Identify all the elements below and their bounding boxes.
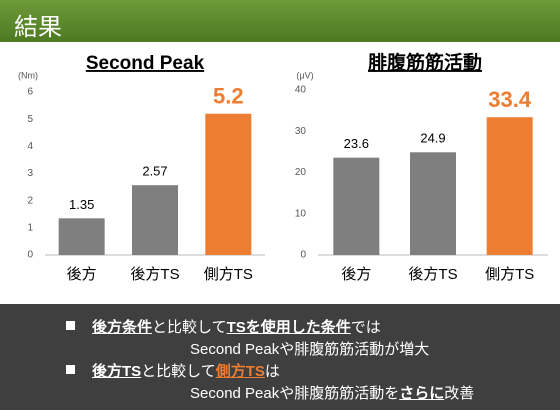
y-tick-label: 4 <box>27 141 33 152</box>
summary-text: Second Peakや腓腹筋筋活動を <box>190 385 400 402</box>
chart-title: 腓腹筋筋活動 <box>368 51 482 74</box>
bar <box>132 185 178 255</box>
x-tick-label: 側方TS <box>204 266 253 283</box>
x-tick-label: 後方TS <box>408 266 457 283</box>
summary-line: Second Peakや腓腹筋筋活動をさらに改善 <box>190 382 474 403</box>
chart-title: Second Peak <box>86 53 205 74</box>
bar <box>486 117 533 255</box>
y-tick-label: 0 <box>300 250 306 261</box>
summary-text: Second Peakや腓腹筋筋活動が増大 <box>190 341 430 358</box>
bullet <box>66 365 75 374</box>
value-label: 23.6 <box>344 136 369 151</box>
x-tick-label: 後方 <box>67 266 97 283</box>
y-tick-label: 1 <box>27 222 33 233</box>
bar <box>333 157 380 255</box>
unit-label: (μV) <box>296 70 313 80</box>
summary-text: は <box>264 363 280 380</box>
y-tick-label: 2 <box>27 195 33 206</box>
summary-text: 側方TS <box>215 363 265 380</box>
y-tick-label: 40 <box>295 85 307 96</box>
y-tick-label: 3 <box>27 168 33 179</box>
y-tick-label: 20 <box>295 167 307 178</box>
y-tick-label: 6 <box>27 87 33 98</box>
value-label: 24.9 <box>420 131 445 146</box>
value-label: 5.2 <box>213 84 244 109</box>
value-label: 33.4 <box>488 87 532 112</box>
summary-line: 後方TSと比較して側方TSは <box>92 360 280 381</box>
header-title: 結果 <box>14 14 62 41</box>
bar <box>58 218 105 255</box>
y-tick-label: 5 <box>27 114 33 125</box>
y-tick-label: 10 <box>295 208 307 219</box>
value-label: 1.35 <box>69 197 94 212</box>
summary-text: 改善 <box>444 385 475 402</box>
value-label: 2.57 <box>142 164 167 179</box>
summary-line: Second Peakや腓腹筋筋活動が増大 <box>190 338 429 359</box>
summary-text: 後方条件 <box>92 319 153 336</box>
y-tick-label: 30 <box>295 126 307 137</box>
y-tick-label: 0 <box>27 250 33 261</box>
x-tick-label: 側方TS <box>485 266 534 283</box>
unit-label: (Nm) <box>18 70 38 80</box>
summary-text: 後方TS <box>92 363 142 380</box>
summary-line: 後方条件と比較してTSを使用した条件では <box>92 316 381 337</box>
header: 結果 <box>0 0 560 42</box>
summary-text: と比較して <box>141 363 216 380</box>
x-tick-label: 後方TS <box>130 266 179 283</box>
summary-box: 後方条件と比較してTSを使用した条件では Second Peakや腓腹筋筋活動が増… <box>0 304 560 410</box>
bar <box>205 113 252 255</box>
summary-text: さらに <box>399 385 445 402</box>
x-tick-label: 後方 <box>341 266 371 283</box>
summary-text: TSを使用した条件 <box>226 319 351 336</box>
summary-text: では <box>350 319 381 336</box>
bar <box>410 152 456 255</box>
bullet <box>66 321 75 330</box>
summary-text: と比較して <box>152 319 227 336</box>
